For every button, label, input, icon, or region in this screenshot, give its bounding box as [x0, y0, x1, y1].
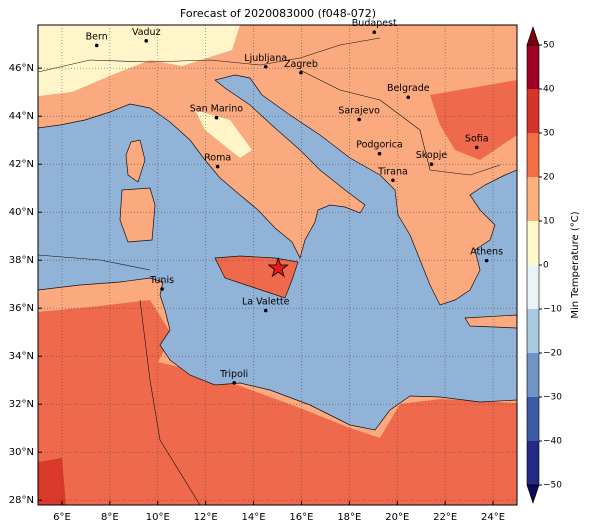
city-label: Vaduz: [132, 27, 161, 38]
colorbar-tick-label: 20: [543, 173, 555, 183]
city-label: Tripoli: [219, 369, 248, 380]
city-marker: [160, 287, 164, 291]
cool-region: [38, 25, 240, 96]
x-tick-label: 18°E: [337, 512, 361, 523]
border: [139, 299, 201, 505]
warm-region: [38, 300, 517, 505]
colorbar-segment: [527, 133, 539, 177]
city-marker: [484, 258, 489, 263]
city-marker: [372, 30, 377, 34]
city-marker: [406, 95, 411, 100]
colorbar-label: Min Temperature (°C): [570, 211, 581, 318]
city-label: La Valette: [242, 297, 290, 308]
map-frame: [37, 24, 518, 506]
city-marker: [377, 151, 382, 156]
city-marker: [299, 70, 303, 75]
y-tick-label: 32°N: [9, 399, 34, 410]
colorbar-tick-label: −20: [543, 349, 562, 359]
colorbar-tick-label: 50: [543, 41, 555, 51]
city-label: Podgorica: [356, 140, 403, 151]
city-label: Belgrade: [387, 83, 430, 94]
city-marker: [94, 43, 99, 48]
x-tick-label: 6°E: [53, 512, 71, 523]
city-marker: [263, 308, 268, 313]
title: Forecast of 2020083000 (f048-072): [180, 7, 376, 20]
forecast-point: [267, 256, 289, 278]
colorbar-segment: [527, 89, 539, 133]
colorbar-tick-label: 30: [543, 129, 555, 139]
city-label: Zagreb: [284, 59, 318, 70]
map: [38, 25, 517, 505]
city-label: Sofia: [465, 133, 489, 144]
city-marker: [391, 178, 395, 183]
city-label: Bern: [86, 31, 108, 42]
colorbar-tick-label: 10: [543, 217, 555, 227]
city-label: Roma: [204, 153, 231, 164]
hot-region: [38, 458, 66, 505]
city-label: Athens: [470, 247, 503, 258]
city-label: Budapest: [352, 18, 397, 29]
border: [38, 37, 381, 73]
city-marker: [232, 381, 236, 385]
city-label: Tirana: [377, 166, 408, 177]
city-marker: [429, 162, 434, 166]
colorbar-tick-label: −30: [543, 393, 562, 403]
colorbar-segment: [527, 353, 539, 397]
city-label: San Marino: [190, 104, 243, 115]
colorbar-segment: [527, 177, 539, 221]
x-tick-label: 20°E: [385, 512, 409, 523]
city-label: Tunis: [149, 275, 174, 286]
colorbar-extend: [526, 26, 540, 46]
city-marker: [144, 39, 149, 43]
y-tick-label: 40°N: [9, 207, 34, 218]
colorbar-tick-label: −40: [543, 437, 562, 447]
city-label: Ljubljana: [244, 53, 287, 64]
colorbar-segment: [527, 265, 539, 309]
city-label: Sarajevo: [338, 106, 380, 117]
city-marker: [214, 115, 219, 120]
border: [38, 254, 151, 271]
x-tick-label: 16°E: [289, 512, 313, 523]
x-tick-label: 24°E: [481, 512, 505, 523]
island: [464, 314, 517, 329]
colorbar-segment: [527, 397, 539, 441]
colorbar-tick-label: −10: [543, 305, 562, 315]
cool-region: [195, 110, 252, 158]
y-tick-label: 34°N: [9, 351, 34, 362]
colorbar-tick-label: −50: [543, 481, 562, 491]
city-marker: [357, 117, 361, 122]
y-tick-label: 46°N: [9, 63, 34, 74]
colorbar-segment: [527, 45, 539, 89]
y-tick-label: 36°N: [9, 303, 34, 314]
colorbar-tick-label: 0: [543, 261, 549, 271]
y-tick-label: 44°N: [9, 111, 34, 122]
colorbar-segment: [527, 221, 539, 265]
x-tick-label: 12°E: [194, 512, 218, 523]
warm-region: [430, 80, 517, 160]
x-tick-label: 14°E: [242, 512, 266, 523]
y-tick-label: 30°N: [9, 447, 34, 458]
x-tick-label: 10°E: [146, 512, 170, 523]
y-tick-label: 28°N: [9, 495, 34, 506]
city-marker: [474, 145, 479, 150]
colorbar-segment: [527, 309, 539, 353]
colorbar-segment: [527, 441, 539, 485]
y-tick-label: 42°N: [9, 159, 34, 170]
colorbar-tick-label: 40: [543, 85, 555, 95]
y-tick-label: 38°N: [9, 255, 34, 266]
x-tick-label: 8°E: [101, 512, 119, 523]
city-label: Skopje: [416, 150, 448, 161]
island: [125, 139, 146, 183]
x-tick-label: 22°E: [433, 512, 457, 523]
city-marker: [215, 164, 220, 169]
island: [119, 187, 156, 243]
colorbar-extend: [526, 484, 540, 504]
border: [299, 69, 501, 176]
city-marker: [263, 64, 268, 69]
